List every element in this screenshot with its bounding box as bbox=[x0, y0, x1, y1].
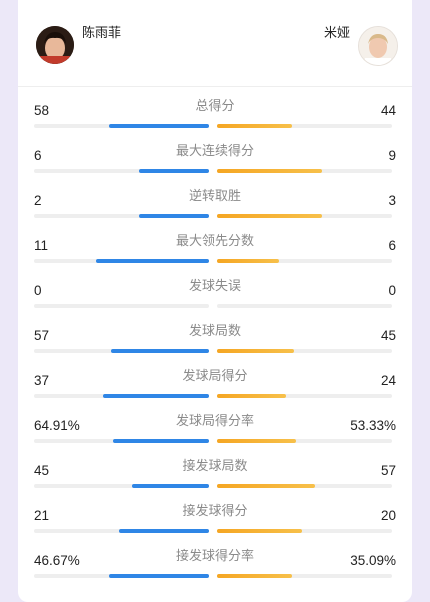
right-stat-track bbox=[217, 214, 392, 218]
right-stat-bar bbox=[217, 259, 279, 263]
stat-label: 最大连续得分 bbox=[175, 144, 254, 159]
left-stat-track bbox=[34, 259, 209, 263]
stat-label: 接发球局数 bbox=[182, 459, 248, 474]
right-stat-value: 45 bbox=[380, 328, 396, 343]
right-stat-value: 9 bbox=[388, 148, 396, 163]
stat-row: 46.67% 接发球得分率 35.09% bbox=[18, 549, 412, 596]
right-stat-value: 57 bbox=[380, 463, 396, 478]
left-stat-track bbox=[34, 214, 209, 218]
left-stat-bar bbox=[132, 484, 209, 488]
right-stat-bar bbox=[217, 214, 322, 218]
right-stat-value: 35.09% bbox=[350, 553, 396, 568]
stat-label: 最大领先分数 bbox=[175, 234, 254, 249]
right-stat-track bbox=[217, 169, 392, 173]
right-stat-bar bbox=[217, 349, 294, 353]
left-stat-value: 46.67% bbox=[34, 553, 80, 568]
left-stat-track bbox=[34, 574, 209, 578]
stat-row: 2 逆转取胜 3 bbox=[18, 189, 412, 236]
left-stat-track bbox=[34, 484, 209, 488]
left-stat-value: 21 bbox=[34, 508, 50, 523]
right-stat-track bbox=[217, 259, 392, 263]
left-stat-bar bbox=[139, 214, 209, 218]
right-stat-bar bbox=[217, 574, 292, 578]
right-stat-value: 6 bbox=[388, 238, 396, 253]
left-stat-bar bbox=[113, 439, 209, 443]
stat-label: 发球局数 bbox=[188, 324, 241, 339]
stat-row: 45 接发球局数 57 bbox=[18, 459, 412, 506]
right-stat-track bbox=[217, 439, 392, 443]
left-stat-track bbox=[34, 349, 209, 353]
right-player-name: 米娅 bbox=[323, 26, 350, 41]
right-player-avatar[interactable] bbox=[358, 26, 398, 66]
left-stat-track bbox=[34, 529, 209, 533]
left-stat-value: 64.91% bbox=[34, 418, 80, 433]
left-stat-track bbox=[34, 439, 209, 443]
stat-label: 接发球得分率 bbox=[175, 549, 254, 564]
left-stat-value: 58 bbox=[34, 103, 50, 118]
stat-row: 11 最大领先分数 6 bbox=[18, 234, 412, 281]
right-stat-value: 3 bbox=[388, 193, 396, 208]
left-player-name: 陈雨菲 bbox=[82, 26, 122, 41]
right-stat-bar bbox=[217, 529, 302, 533]
right-stat-bar bbox=[217, 394, 286, 398]
left-stat-value: 57 bbox=[34, 328, 50, 343]
stat-label: 总得分 bbox=[195, 99, 235, 114]
players-header: 陈雨菲 米娅 bbox=[18, 0, 412, 87]
left-stat-value: 11 bbox=[34, 238, 49, 253]
left-stat-bar bbox=[96, 259, 209, 263]
left-stat-value: 6 bbox=[34, 148, 42, 163]
left-player-photo-icon bbox=[36, 26, 74, 64]
left-stat-bar bbox=[139, 169, 209, 173]
right-stat-bar bbox=[217, 484, 315, 488]
left-stat-bar bbox=[103, 394, 209, 398]
stat-label: 发球局得分 bbox=[182, 369, 248, 384]
stat-row: 58 总得分 44 bbox=[18, 99, 412, 146]
stat-label: 发球局得分率 bbox=[175, 414, 254, 429]
left-stat-track bbox=[34, 394, 209, 398]
right-stat-track bbox=[217, 484, 392, 488]
right-stat-value: 20 bbox=[380, 508, 396, 523]
right-player-photo-icon bbox=[359, 27, 397, 65]
left-player-avatar[interactable] bbox=[36, 26, 74, 64]
right-stat-value: 53.33% bbox=[350, 418, 396, 433]
stat-row: 21 接发球得分 20 bbox=[18, 504, 412, 551]
stat-row: 57 发球局数 45 bbox=[18, 324, 412, 371]
stat-label: 发球失误 bbox=[188, 279, 241, 294]
right-stat-track bbox=[217, 574, 392, 578]
right-stat-track bbox=[217, 349, 392, 353]
right-stat-track bbox=[217, 304, 392, 308]
right-stat-value: 0 bbox=[388, 283, 396, 298]
left-stat-bar bbox=[109, 574, 209, 578]
right-stat-bar bbox=[217, 124, 292, 128]
left-stat-track bbox=[34, 169, 209, 173]
match-stats-card: 陈雨菲 米娅 58 总得分 44 6 最大连续得分 9 2 逆转取胜 3 11 最大领先分数 6 0 发球… bbox=[18, 0, 412, 602]
stat-label: 逆转取胜 bbox=[188, 189, 241, 204]
right-stat-value: 44 bbox=[380, 103, 396, 118]
left-stat-value: 2 bbox=[34, 193, 42, 208]
left-stat-value: 37 bbox=[34, 373, 50, 388]
stat-row: 0 发球失误 0 bbox=[18, 279, 412, 326]
left-stat-value: 45 bbox=[34, 463, 50, 478]
left-stat-value: 0 bbox=[34, 283, 42, 298]
stat-label: 接发球得分 bbox=[182, 504, 248, 519]
left-stat-track bbox=[34, 304, 209, 308]
right-stat-value: 24 bbox=[380, 373, 396, 388]
stat-row: 6 最大连续得分 9 bbox=[18, 144, 412, 191]
left-stat-bar bbox=[109, 124, 209, 128]
right-stat-track bbox=[217, 529, 392, 533]
right-stat-track bbox=[217, 124, 392, 128]
stat-row: 64.91% 发球局得分率 53.33% bbox=[18, 414, 412, 461]
stat-row: 37 发球局得分 24 bbox=[18, 369, 412, 416]
left-stat-track bbox=[34, 124, 209, 128]
left-stat-bar bbox=[119, 529, 209, 533]
right-stat-track bbox=[217, 394, 392, 398]
right-stat-bar bbox=[217, 439, 296, 443]
left-stat-bar bbox=[111, 349, 209, 353]
right-stat-bar bbox=[217, 169, 322, 173]
